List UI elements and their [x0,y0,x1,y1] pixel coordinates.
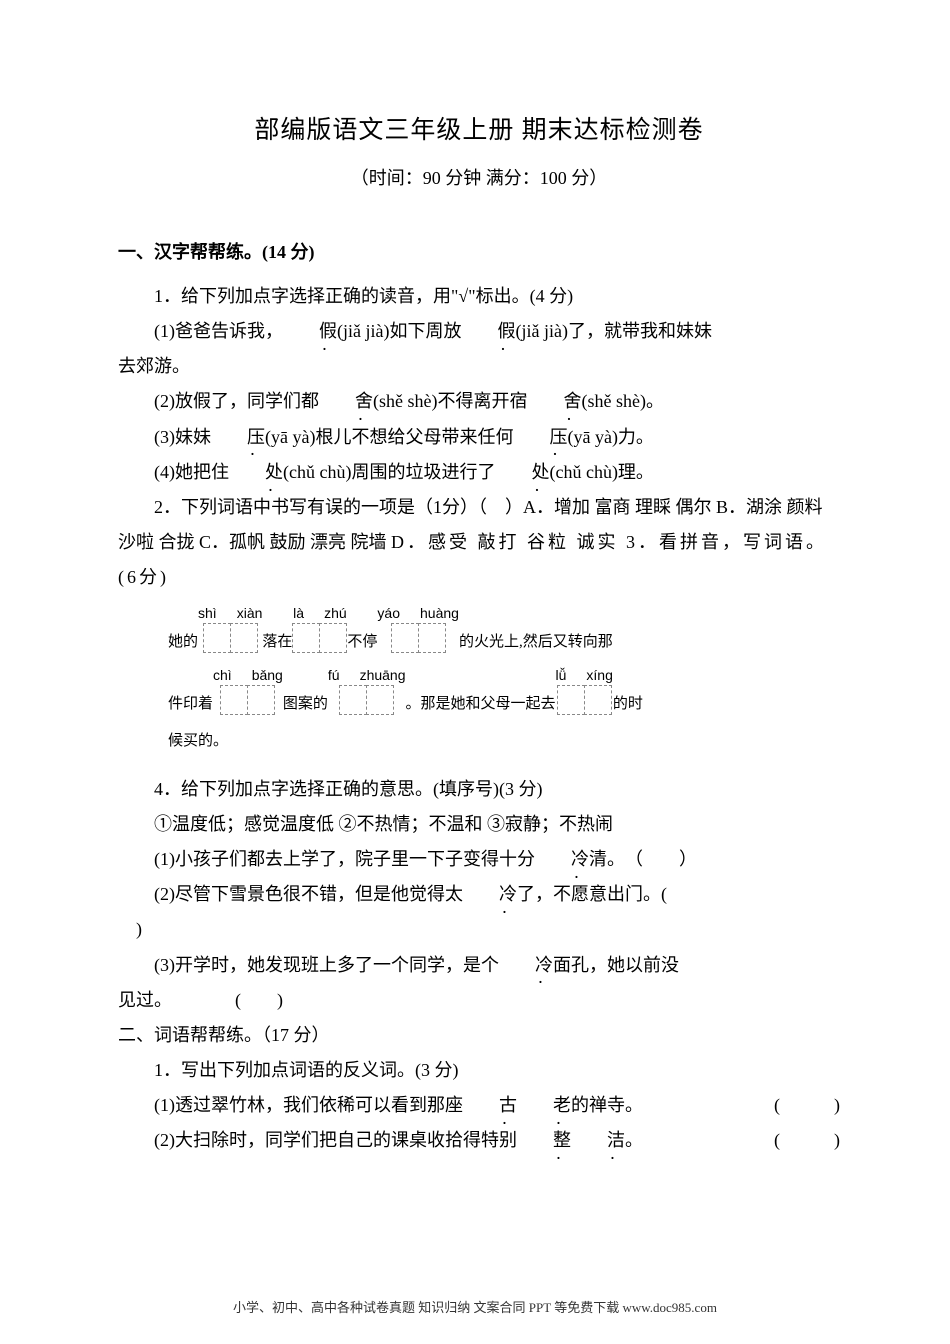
pinyin: xíng [586,667,612,683]
fill-label: 她的 [168,630,198,653]
text: (chǔ chù)周围的垃圾进行了 [283,462,495,482]
q4-item2: (2)尽管下雪景色很不错，但是他觉得太冷了，不愿意出门。( [118,877,840,912]
dotted-char: 古 [463,1088,517,1123]
dotted-char: 冷 [535,842,589,877]
dotted-char: 压 [513,420,567,455]
pinyin: shì [198,605,217,621]
text: 清。 （ ） [589,849,697,869]
fill-box-group[interactable]: chì bǎng [213,667,283,715]
fill-box-group[interactable]: là zhú [292,605,347,653]
q4-stem: 4．给下列加点字选择正确的意思。(填序号)(3 分) [118,772,840,807]
q1-stem: 1．给下列加点字选择正确的读音，用"√"标出。(4 分) [118,279,840,314]
dotted-char: 处 [229,455,283,490]
char-box[interactable] [203,623,231,653]
pinyin: yáo [377,605,400,621]
text: (2)大扫除时，同学们把自己的课桌收拾得特别 [154,1130,517,1150]
char-box[interactable] [418,623,446,653]
text: (1)小孩子们都去上学了，院子里一下子变得十分 [154,849,535,869]
char-box[interactable] [220,685,248,715]
text: 面孔，她以前没 [553,955,679,975]
section-2-heading: 二、词语帮帮练。（17 分） [118,1018,840,1053]
pinyin: xiàn [237,605,263,621]
pinyin: lǚ [556,667,567,683]
section-1-heading: 一、汉字帮帮练。(14 分) [118,235,840,269]
text: (1)透过翠竹林，我们依稀可以看到那座 [154,1095,463,1115]
answer-paren[interactable]: ( ) [738,1088,840,1123]
pinyin: zhuāng [360,667,406,683]
exam-title: 部编版语文三年级上册 期末达标检测卷 [118,110,840,146]
fill-label: 的火光上,然后又转向那 [459,630,613,653]
fill-box-group[interactable]: shì xiàn [198,605,262,653]
dotted-char: 老 [517,1088,571,1123]
text: (shě shè)。 [581,391,663,411]
fill-label: 不停 [347,630,377,653]
fill-box-group[interactable]: lǚ xíng [556,667,613,715]
dotted-char: 冷 [499,948,553,983]
fill-box-group[interactable]: fú zhuāng [328,667,406,715]
dotted-char: 假 [283,314,337,349]
q3-fill-area: 她的 shì xiàn 落在 là zhú 不停 yáo huàng 的火光上,然后又… [168,605,840,752]
char-box[interactable] [247,685,275,715]
q1-item3: (3)妹妹压(yā yà)根儿不想给父母带来任何压(yā yà)力。 [118,420,840,455]
q4-item3: (3)开学时，她发现班上多了一个同学，是个冷面孔，她以前没 [118,948,840,983]
text: (2)放假了，同学们都 [154,391,319,411]
q4-options: ①温度低；感觉温度低 ②不热情；不温和 ③寂静；不热闹 [118,807,840,842]
fill-label: 件印着 [168,692,213,715]
q2-optd: D．感受 敲打 谷粒 诚实 [391,532,626,552]
dotted-char: 压 [211,420,265,455]
dotted-char: 假 [461,314,515,349]
fill-label: 的时 [613,692,643,715]
dotted-char: 舍 [319,384,373,419]
text: (yā yà)根儿不想给父母带来任何 [265,427,513,447]
dotted-char: 整 [517,1123,571,1158]
fill-row-1: 她的 shì xiàn 落在 là zhú 不停 yáo huàng 的火光上,然后又… [168,605,840,653]
text: (3)开学时，她发现班上多了一个同学，是个 [154,955,499,975]
dotted-char: 处 [495,455,549,490]
pinyin: chì [213,667,232,683]
char-box[interactable] [584,685,612,715]
pinyin: zhú [324,605,347,621]
char-box[interactable] [339,685,367,715]
text: (shě shè)不得离开宿 [373,391,527,411]
char-box[interactable] [557,685,585,715]
s2-q1-item1: (1)透过翠竹林，我们依稀可以看到那座古老的禅寺。 ( ) [118,1088,840,1123]
text: (3)妹妹 [154,427,211,447]
answer-paren[interactable]: ( ) [738,1123,840,1158]
text: (jiǎ jià)如下周放 [337,321,461,341]
page-footer: 小学、初中、高中各种试卷真题 知识归纳 文案合同 PPT 等免费下载 www.d… [0,1297,950,1316]
dotted-char: 洁 [571,1123,625,1158]
text: 。 [625,1130,643,1150]
char-box[interactable] [230,623,258,653]
text: (jiǎ jià)了，就带我和妹妹 [515,321,711,341]
fill-box-group[interactable]: yáo huàng [377,605,459,653]
pinyin: huàng [420,605,459,621]
fill-label: 图案的 [283,692,328,715]
char-box[interactable] [319,623,347,653]
text: (yā yà)力。 [567,427,653,447]
pinyin: fú [328,667,340,683]
text: 的禅寺。 [571,1095,643,1115]
char-box[interactable] [391,623,419,653]
fill-label: 。那是她和父母一起去 [406,692,556,715]
dotted-char: 舍 [527,384,581,419]
q4-item3-cont: 见过。 ( ) [118,983,840,1018]
dotted-char: 冷 [463,877,517,912]
fill-label: 候买的。 [168,729,228,752]
s2-q1-stem: 1．写出下列加点词语的反义词。(3 分) [118,1053,840,1088]
char-box[interactable] [366,685,394,715]
q1-item2: (2)放假了，同学们都舍(shě shè)不得离开宿舍(shě shè)。 [118,384,840,419]
text: (1)爸爸告诉我， [154,321,283,341]
char-box[interactable] [292,623,320,653]
fill-row-3: 候买的。 [168,729,840,752]
fill-label: 落在 [262,630,292,653]
fill-row-2: 件印着 chì bǎng 图案的 fú zhuāng 。那是她和父母一起去 lǚ xí… [168,667,840,715]
q1-item1: (1)爸爸告诉我，假(jiǎ jià)如下周放假(jiǎ jià)了，就带我和妹… [118,314,840,349]
text: (2)尽管下雪景色很不错，但是他觉得太 [154,884,463,904]
q2-and-q3-stem: 2．下列词语中书写有误的一项是（1分）（ ）A．增加 富商 理睬 偶尔 B．湖涂… [118,490,840,595]
pinyin: là [293,605,304,621]
q4-item1: (1)小孩子们都去上学了，院子里一下子变得十分冷清。 （ ） [118,842,840,877]
exam-subtitle: （时间：90 分钟 满分：100 分） [118,164,840,190]
pinyin: bǎng [252,667,283,683]
